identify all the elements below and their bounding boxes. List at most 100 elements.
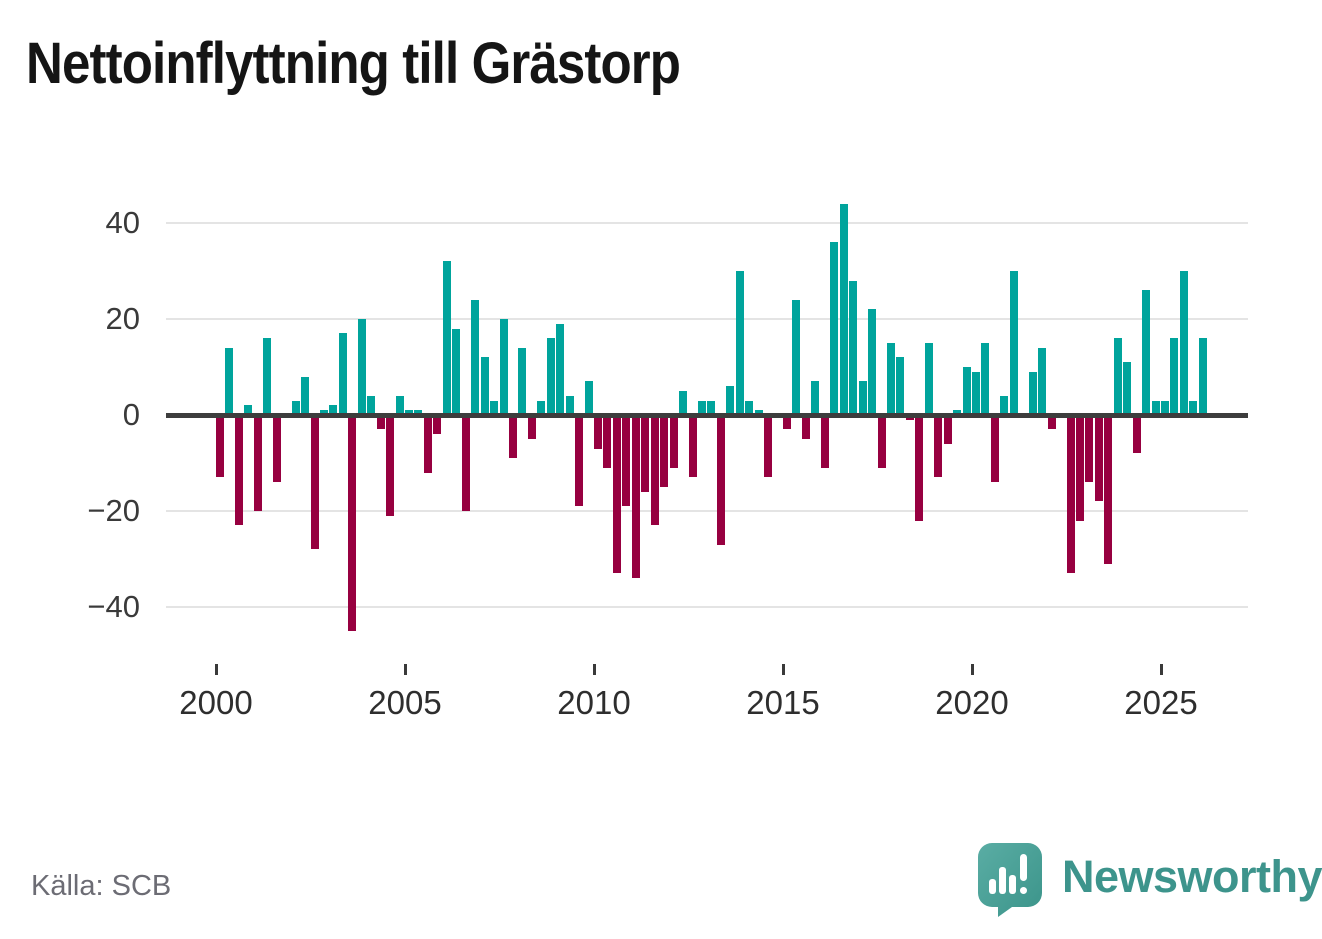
bar-2020-Q3 <box>990 415 999 483</box>
bar-2018-Q4 <box>924 343 933 415</box>
bar-2016-Q2 <box>830 242 839 415</box>
bar-2023-Q3 <box>1104 415 1113 564</box>
bar-2004-Q4 <box>395 395 404 415</box>
bar-2009-Q3 <box>575 415 584 507</box>
bar-2006-Q2 <box>452 328 461 415</box>
bar-2002-Q2 <box>301 376 310 415</box>
bar-2005-Q1 <box>405 410 413 415</box>
bar-2001-Q2 <box>263 338 272 415</box>
bar-2014-Q1 <box>745 400 754 415</box>
bar-2020-Q1 <box>972 371 980 415</box>
bar-2005-Q3 <box>423 415 432 473</box>
bar-2010-Q4 <box>622 415 631 507</box>
x-axis-label-2000: 2000 <box>179 684 253 721</box>
bar-2012-Q4 <box>697 400 706 415</box>
source-note: Källa: SCB <box>31 870 172 902</box>
bar-2016-Q3 <box>839 203 848 415</box>
bar-2002-Q3 <box>310 415 319 550</box>
x-tick-2025 <box>1160 664 1163 675</box>
chart-title: Nettoinflyttning till Grästorp <box>26 31 681 96</box>
bar-2005-Q2 <box>414 410 423 415</box>
bar-2026-Q1 <box>1198 338 1207 415</box>
bar-2010-Q1 <box>594 415 602 449</box>
bar-2023-Q2 <box>1094 415 1103 502</box>
bar-2024-Q2 <box>1132 415 1141 454</box>
bar-2011-Q1 <box>631 415 640 579</box>
bar-2022-Q1 <box>1047 415 1056 430</box>
bar-2004-Q2 <box>376 415 385 430</box>
bar-2020-Q2 <box>981 343 990 415</box>
bar-2010-Q3 <box>612 415 621 574</box>
bar-2007-Q1 <box>480 357 489 415</box>
bar-2013-Q4 <box>735 271 744 415</box>
bar-2001-Q3 <box>272 415 281 483</box>
bar-2013-Q2 <box>716 415 725 545</box>
bar-2011-Q3 <box>650 415 659 526</box>
bar-2025-Q4 <box>1189 400 1198 415</box>
gridline-20 <box>166 318 1248 320</box>
bar-2009-Q4 <box>584 381 593 415</box>
bar-2008-Q4 <box>546 338 555 415</box>
bar-2006-Q3 <box>461 415 470 511</box>
bar-2012-Q3 <box>688 415 697 478</box>
bar-2005-Q4 <box>433 415 442 435</box>
y-axis-label-40: 40 <box>105 205 140 240</box>
bar-2025-Q2 <box>1170 338 1179 415</box>
zero-axis-line <box>166 413 1248 418</box>
bar-2014-Q2 <box>754 410 763 415</box>
bar-2008-Q1 <box>518 347 527 415</box>
bar-2021-Q4 <box>1038 347 1047 415</box>
bar-2023-Q4 <box>1113 338 1122 415</box>
y-axis-label-0: 0 <box>122 397 140 432</box>
bar-2004-Q3 <box>386 415 395 516</box>
bar-2004-Q1 <box>367 395 376 415</box>
bar-2011-Q4 <box>660 415 669 487</box>
bar-2017-Q2 <box>868 309 877 415</box>
bar-2019-Q4 <box>962 367 971 415</box>
x-axis-label-2010: 2010 <box>557 684 631 721</box>
bar-2013-Q1 <box>707 400 716 415</box>
bar-2003-Q2 <box>338 333 347 415</box>
bar-2015-Q3 <box>801 415 810 439</box>
newsworthy-logo: Newsworthy <box>978 843 1322 917</box>
bar-2019-Q1 <box>934 415 943 478</box>
bar-2024-Q3 <box>1142 290 1151 415</box>
bar-2015-Q4 <box>811 381 820 415</box>
bar-2008-Q2 <box>527 415 536 439</box>
bar-2007-Q3 <box>499 319 508 415</box>
x-axis-label-2015: 2015 <box>746 684 820 721</box>
bar-2022-Q4 <box>1075 415 1084 521</box>
bar-2021-Q1 <box>1009 271 1018 415</box>
bar-2009-Q2 <box>565 395 574 415</box>
bar-2000-Q2 <box>225 347 234 415</box>
y-axis-label--20: −20 <box>87 493 140 528</box>
newsworthy-logo-icon <box>978 843 1042 917</box>
gridline--40 <box>166 606 1248 608</box>
bar-2019-Q2 <box>943 415 952 444</box>
bar-2006-Q4 <box>471 299 480 415</box>
bar-2025-Q1 <box>1161 400 1169 415</box>
gridline-40 <box>166 222 1248 224</box>
bar-2015-Q1 <box>783 415 791 430</box>
bar-2010-Q2 <box>603 415 612 468</box>
bar-2012-Q1 <box>669 415 678 468</box>
x-tick-2015 <box>782 664 785 675</box>
bar-2016-Q4 <box>849 280 858 415</box>
x-axis-label-2025: 2025 <box>1124 684 1198 721</box>
bar-2011-Q2 <box>641 415 650 492</box>
bar-2001-Q1 <box>253 415 262 511</box>
bar-2017-Q1 <box>858 381 867 415</box>
gridline--20 <box>166 510 1248 512</box>
bar-2000-Q1 <box>216 415 224 478</box>
bar-2009-Q1 <box>556 323 565 415</box>
y-axis-label-20: 20 <box>105 301 140 336</box>
bar-2017-Q3 <box>877 415 886 468</box>
bar-2006-Q1 <box>442 261 451 415</box>
bar-2003-Q1 <box>329 405 338 415</box>
bar-2008-Q3 <box>537 400 546 415</box>
bar-2024-Q1 <box>1123 362 1132 415</box>
bar-2023-Q1 <box>1085 415 1094 483</box>
bar-2017-Q4 <box>886 343 895 415</box>
bar-2007-Q4 <box>508 415 517 459</box>
bar-2000-Q3 <box>234 415 243 526</box>
